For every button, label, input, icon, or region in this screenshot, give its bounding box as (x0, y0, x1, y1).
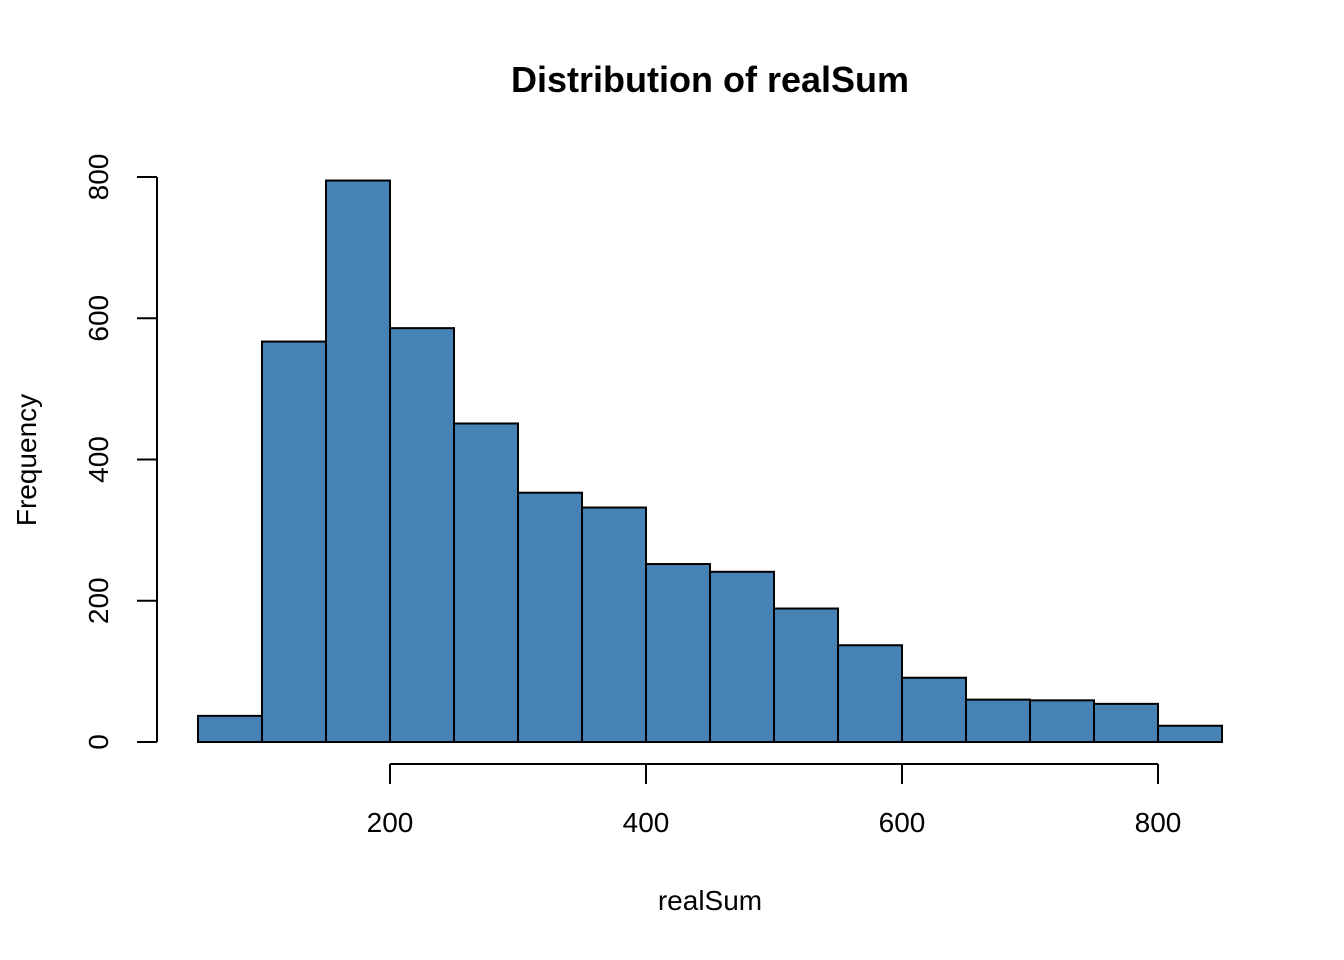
histogram-bar (1157, 724, 1223, 743)
histogram-bar (581, 506, 647, 743)
y-tick-label: 800 (83, 154, 114, 201)
histogram-bar (965, 698, 1031, 743)
y-tick-label: 600 (83, 295, 114, 342)
y-tick-label: 0 (83, 734, 114, 750)
chart-title: Distribution of realSum (511, 59, 909, 100)
y-tick-label: 200 (83, 577, 114, 624)
y-tick-label: 400 (83, 436, 114, 483)
y-axis: 0 200 400 600 800 (83, 154, 158, 750)
histogram-bar (453, 422, 519, 743)
histogram-bar (197, 714, 263, 744)
histogram-bar (1029, 699, 1095, 743)
histogram-bar (773, 607, 839, 743)
histogram-bar (837, 644, 903, 744)
histogram-bar (645, 563, 711, 744)
x-axis: 200 400 600 800 (367, 763, 1182, 838)
bars-group (197, 179, 1223, 744)
histogram-bar (709, 570, 775, 744)
y-axis-label: Frequency (11, 394, 42, 526)
x-tick-label: 800 (1135, 807, 1182, 838)
histogram-bar (389, 327, 455, 743)
histogram-bar (901, 676, 967, 744)
histogram-bar (261, 340, 327, 743)
x-tick-label: 600 (879, 807, 926, 838)
histogram-bar (517, 491, 583, 743)
x-axis-label: realSum (658, 885, 762, 916)
x-tick-label: 200 (367, 807, 414, 838)
histogram-bar (325, 179, 391, 743)
x-tick-label: 400 (623, 807, 670, 838)
histogram-bar (1093, 702, 1159, 743)
